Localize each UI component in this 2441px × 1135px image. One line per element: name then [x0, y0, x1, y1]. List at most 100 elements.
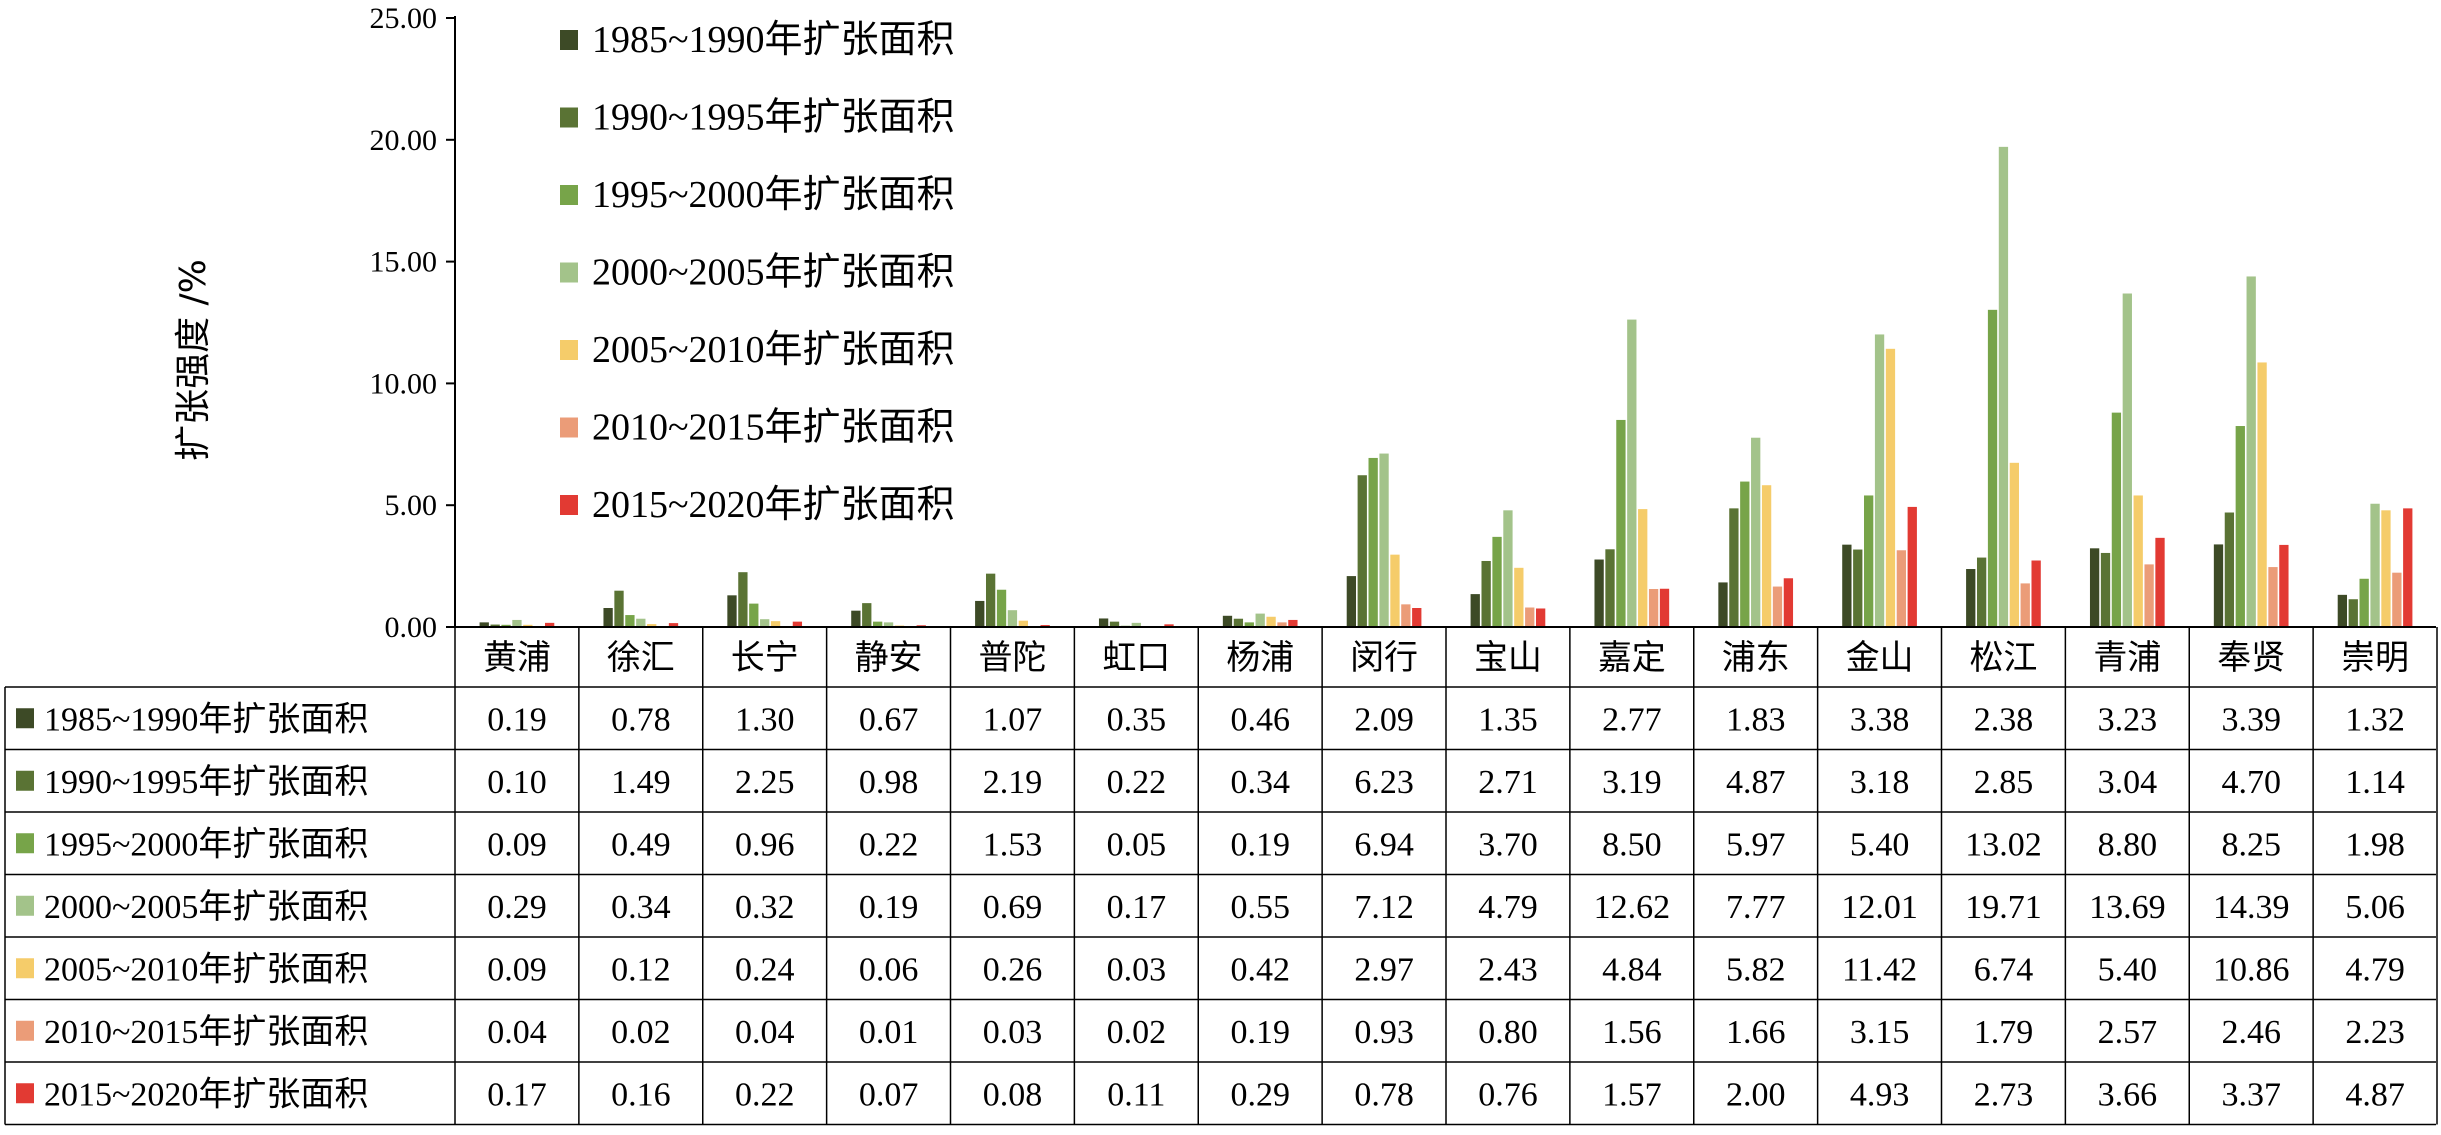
table-cell: 0.22	[735, 1076, 795, 1113]
bar	[1379, 453, 1389, 627]
table-cell: 6.23	[1354, 764, 1414, 801]
bar	[1164, 624, 1174, 627]
table-row-label: 2015~2020年扩张面积	[44, 1075, 368, 1113]
bar	[985, 573, 996, 627]
bar	[647, 624, 657, 627]
bar	[1535, 608, 1546, 627]
bar	[2031, 560, 2041, 627]
bar	[760, 619, 770, 627]
bar	[792, 621, 803, 627]
table-cell: 10.86	[2213, 951, 2290, 988]
bar	[1885, 348, 1896, 627]
table-row-swatch	[16, 1020, 34, 1041]
table-cell: 0.42	[1230, 951, 1290, 988]
bar	[636, 618, 646, 627]
table-cell: 2.25	[735, 764, 795, 801]
table-cell: 0.22	[859, 826, 919, 863]
bar	[2111, 412, 2122, 627]
bar	[1976, 557, 1987, 627]
bar	[738, 572, 748, 627]
table-cell: 8.50	[1602, 826, 1662, 863]
table-cell: 0.76	[1478, 1076, 1538, 1113]
table-cell: 0.32	[735, 889, 795, 926]
category-label: 闵行	[1350, 638, 1418, 678]
table-cell: 1.56	[1602, 1014, 1662, 1051]
legend-label: 1995~2000年扩张面积	[592, 174, 955, 216]
table-cell: 3.15	[1850, 1014, 1910, 1051]
table-cell: 5.40	[1850, 826, 1910, 863]
bar	[1401, 604, 1411, 627]
bar	[1503, 510, 1513, 627]
bar	[512, 619, 522, 627]
table-cell: 0.10	[487, 764, 547, 801]
legend-label: 1990~1995年扩张面积	[592, 97, 955, 139]
bar	[1470, 594, 1480, 627]
bar	[1783, 578, 1794, 627]
bar	[614, 590, 624, 627]
axes: 0.00 5.00 10.00 15.00 20.00 25.00	[370, 2, 456, 644]
table-cell: 4.79	[1478, 889, 1538, 926]
bar	[996, 589, 1007, 627]
table-cell: 1.30	[735, 701, 795, 738]
table-cell: 4.87	[1726, 764, 1786, 801]
table-cell: 4.93	[1850, 1076, 1910, 1113]
bar	[1874, 334, 1885, 627]
table-cell: 11.42	[1842, 951, 1917, 988]
y-axis-label: 扩张强度 /%	[173, 259, 214, 461]
bar	[1605, 549, 1615, 627]
bar	[479, 622, 489, 627]
legend-swatch	[560, 495, 578, 515]
category-label: 奉贤	[2217, 638, 2285, 678]
table-row-label: 2010~2015年扩张面积	[44, 1013, 368, 1051]
table-cell: 1.14	[2345, 764, 2405, 801]
table-row-swatch	[16, 770, 34, 791]
table-cell: 0.04	[487, 1014, 547, 1051]
bar	[1368, 457, 1378, 627]
table-cell: 2.46	[2221, 1014, 2281, 1051]
bar	[2381, 510, 2391, 627]
legend-label: 2015~2020年扩张面积	[592, 484, 955, 526]
table-cell: 0.34	[1230, 764, 1290, 801]
table-cell: 0.19	[487, 701, 547, 738]
bar	[1481, 560, 1491, 627]
table-cell: 0.78	[1354, 1076, 1414, 1113]
y-tick-label: 20.00	[370, 124, 438, 157]
table-cell: 0.16	[611, 1076, 671, 1113]
table-cell: 2.71	[1478, 764, 1538, 801]
bar	[2100, 552, 2111, 627]
table-cell: 3.37	[2221, 1076, 2281, 1113]
table-cell: 0.06	[859, 951, 919, 988]
table-cell: 0.69	[983, 889, 1043, 926]
table-cell: 0.03	[1107, 951, 1167, 988]
bar	[1098, 618, 1109, 627]
category-label: 金山	[1846, 638, 1914, 678]
table-cell: 0.19	[859, 889, 919, 926]
bar	[1277, 622, 1287, 627]
y-tick-label: 10.00	[370, 367, 438, 400]
table-cell: 0.80	[1478, 1014, 1538, 1051]
table-cell: 0.35	[1107, 701, 1167, 738]
y-tick-label: 0.00	[385, 611, 438, 644]
category-label: 松江	[1969, 638, 2037, 678]
bar	[851, 610, 861, 627]
table-row-swatch	[16, 895, 34, 916]
category-label: 嘉定	[1598, 638, 1666, 678]
bar	[1772, 586, 1783, 627]
table-cell: 0.46	[1230, 701, 1290, 738]
bar	[1751, 437, 1761, 627]
table-row-swatch	[16, 958, 34, 979]
bar	[2370, 503, 2380, 627]
table-cell: 2.00	[1726, 1076, 1786, 1113]
table-row-label: 1985~1990年扩张面积	[44, 700, 368, 738]
bar	[603, 608, 613, 627]
category-label: 崇明	[2341, 638, 2409, 678]
table-cell: 8.80	[2098, 826, 2158, 863]
bar	[1998, 146, 2009, 628]
table-cell: 1.49	[611, 764, 671, 801]
legend-swatch	[560, 340, 578, 360]
table-cell: 3.19	[1602, 764, 1662, 801]
bar	[770, 621, 781, 627]
category-label: 普陀	[978, 638, 1046, 678]
table-row-label: 1995~2000年扩张面积	[44, 825, 368, 863]
table-cell: 0.03	[983, 1014, 1043, 1051]
